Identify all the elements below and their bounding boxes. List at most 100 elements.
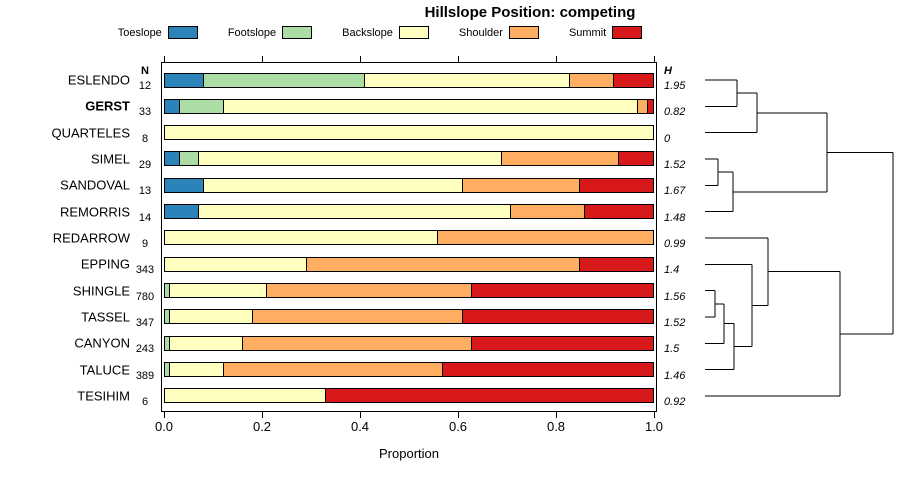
legend-swatch	[508, 26, 539, 39]
bar-segment-toeslope	[165, 73, 205, 87]
n-value-remorris: 14	[138, 211, 152, 224]
legend-item-shoulder: Shoulder	[459, 26, 539, 39]
h-value-epping: 1.4	[664, 264, 680, 277]
bar-segment-footslope	[165, 310, 170, 324]
bar-segment-backslope	[365, 73, 571, 87]
bar-segment-backslope	[165, 231, 439, 245]
row-label-taluce: TALUCE	[79, 362, 130, 378]
h-column-header: H	[664, 65, 672, 77]
chart-title: Hillslope Position: competing	[424, 4, 636, 21]
x-tick-top	[360, 56, 361, 62]
bar-segment-summit	[579, 257, 653, 271]
row-label-canyon: CANYON	[74, 335, 130, 351]
legend-label: Summit	[568, 26, 607, 39]
bar-segment-shoulder	[501, 152, 619, 166]
bar-segment-backslope	[223, 99, 639, 113]
bar-segment-shoulder	[252, 310, 463, 324]
legend: Toeslope Footslope Backslope Shoulder Summit	[65, 26, 695, 39]
row-label-sandoval: SANDOVAL	[60, 177, 130, 193]
bar-segment-shoulder	[438, 231, 653, 245]
stacked-bar-shingle	[164, 283, 654, 299]
stacked-bar-quarteles	[164, 125, 654, 141]
row-label-remorris: REMORRIS	[59, 204, 130, 220]
row-label-tassel: TASSEL	[81, 309, 130, 325]
x-tick-bottom	[654, 412, 655, 418]
h-value-tesihim: 0.92	[664, 395, 686, 408]
x-tick-label: 0.0	[154, 419, 174, 434]
bar-segment-summit	[472, 336, 653, 350]
x-tick-bottom	[458, 412, 459, 418]
bar-segment-summit	[618, 152, 653, 166]
stacked-bar-redarrow	[164, 230, 654, 246]
x-tick-bottom	[164, 412, 165, 418]
bar-segment-shoulder	[306, 257, 580, 271]
bar-segment-backslope	[165, 257, 307, 271]
bar-segment-toeslope	[165, 152, 180, 166]
x-tick-top	[556, 56, 557, 62]
bar-segment-backslope	[165, 126, 653, 140]
bar-segment-backslope	[169, 336, 244, 350]
x-tick-label: 0.2	[252, 419, 272, 434]
row-label-epping: EPPING	[80, 256, 130, 272]
bar-segment-summit	[326, 389, 653, 403]
legend-swatch	[398, 26, 429, 39]
x-tick-bottom	[262, 412, 263, 418]
stacked-bar-sandoval	[164, 177, 654, 193]
bar-segment-summit	[613, 73, 653, 87]
legend-swatch	[282, 26, 313, 39]
bar-segment-shoulder	[462, 178, 580, 192]
h-value-sandoval: 1.67	[664, 185, 686, 198]
bar-segment-backslope	[169, 284, 268, 298]
stacked-bar-epping	[164, 256, 654, 272]
legend-label: Toeslope	[117, 26, 162, 39]
n-column-header: N	[141, 65, 149, 77]
bar-segment-backslope	[169, 310, 253, 324]
n-value-shingle: 780	[135, 290, 155, 303]
h-value-quarteles: 0	[664, 132, 671, 145]
x-tick-label: 0.6	[448, 419, 468, 434]
n-value-taluce: 389	[135, 369, 155, 382]
legend-item-summit: Summit	[568, 26, 643, 39]
legend-label: Shoulder	[458, 26, 503, 39]
x-tick-top	[458, 56, 459, 62]
stacked-bar-taluce	[164, 362, 654, 378]
h-value-canyon: 1.5	[664, 343, 680, 356]
bar-segment-summit	[443, 363, 653, 377]
stacked-bar-tassel	[164, 309, 654, 325]
bar-segment-toeslope	[165, 178, 205, 192]
n-value-eslendo: 12	[138, 80, 152, 92]
h-value-redarrow: 0.99	[664, 237, 686, 250]
n-value-simel: 29	[138, 158, 152, 171]
legend-item-footslope: Footslope	[228, 26, 313, 39]
bar-segment-footslope	[165, 336, 170, 350]
legend-swatch	[612, 26, 643, 39]
n-value-tassel: 347	[135, 316, 155, 329]
n-value-quarteles: 8	[141, 132, 149, 145]
row-label-gerst: GERST	[85, 98, 130, 114]
x-tick-top	[164, 56, 165, 62]
x-tick-label: 0.4	[350, 419, 370, 434]
h-value-remorris: 1.48	[664, 211, 686, 224]
bar-segment-backslope	[169, 363, 224, 377]
bar-segment-summit	[648, 99, 653, 113]
bar-segment-backslope	[204, 178, 463, 192]
stacked-bar-simel	[164, 151, 654, 167]
stacked-bar-canyon	[164, 335, 654, 351]
h-value-eslendo: 1.95	[664, 80, 686, 92]
h-value-gerst: 0.82	[664, 106, 686, 119]
bar-segment-footslope	[179, 99, 224, 113]
x-tick-label: 0.8	[546, 419, 566, 434]
bar-segment-summit	[579, 178, 653, 192]
bar-segment-backslope	[199, 205, 512, 219]
bar-segment-shoulder	[638, 99, 649, 113]
stacked-bar-remorris	[164, 204, 654, 220]
row-label-redarrow: REDARROW	[52, 230, 130, 246]
bar-segment-backslope	[199, 152, 502, 166]
n-value-gerst: 33	[138, 106, 152, 119]
bar-segment-footslope	[204, 73, 366, 87]
bar-segment-backslope	[165, 389, 327, 403]
row-label-tesihim: TESIHIM	[77, 388, 130, 404]
x-tick-bottom	[360, 412, 361, 418]
row-label-simel: SIMEL	[90, 151, 130, 167]
